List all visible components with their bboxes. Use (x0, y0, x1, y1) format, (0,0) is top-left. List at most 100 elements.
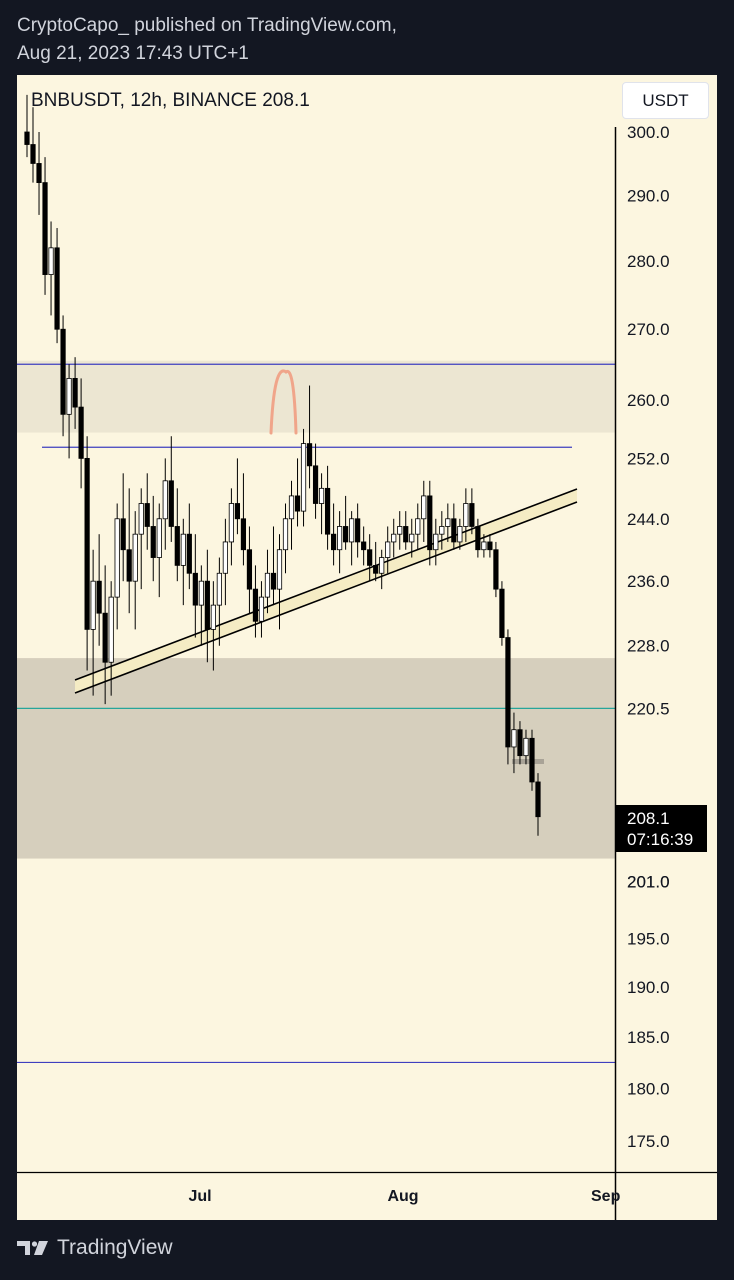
candle-body (535, 781, 541, 818)
candle-body (355, 518, 361, 543)
candle-body (210, 604, 216, 630)
candle-body (306, 443, 313, 467)
top-arc-marker[interactable] (269, 369, 298, 435)
candle-body (288, 495, 295, 520)
y-tick-label: 201.0 (627, 873, 670, 892)
candle-body (264, 572, 271, 598)
currency-button[interactable]: USDT (622, 82, 709, 119)
candle-body (30, 144, 36, 164)
publish-date: Aug 21, 2023 17:43 UTC+1 (17, 43, 249, 64)
candle-body (252, 588, 259, 622)
candle-body (505, 637, 511, 748)
candle-body (258, 596, 265, 622)
x-tick-label: Aug (387, 1188, 418, 1205)
candle-body (421, 495, 427, 520)
y-tick-label: 290.0 (627, 186, 670, 205)
candle-body (270, 572, 277, 590)
y-tick-label: 260.0 (627, 391, 670, 410)
candle-body (373, 564, 379, 574)
candle-body (391, 533, 397, 543)
y-tick-label: 252.0 (627, 449, 670, 468)
candle-body (174, 526, 180, 566)
y-tick-label: 244.0 (627, 510, 670, 529)
candle-body (60, 328, 66, 415)
symbol-info: BNBUSDT, 12h, BINANCE 208.1 (31, 90, 310, 111)
candle-body (276, 549, 283, 590)
y-tick-label: 270.0 (627, 320, 670, 339)
y-tick-label: 236.0 (627, 572, 670, 591)
candle-body (451, 518, 457, 543)
y-tick-label: 190.0 (627, 978, 670, 997)
candle-body (204, 580, 210, 630)
candle-body (433, 533, 439, 551)
publish-header: CryptoCapo_ published on TradingView.com… (17, 12, 717, 68)
candle-body (397, 526, 403, 535)
candle-body (240, 518, 247, 551)
trendline-upper[interactable] (74, 488, 578, 681)
candle-body (517, 729, 523, 757)
y-tick-label: 175.0 (627, 1132, 670, 1151)
candle-body (162, 480, 168, 520)
candle-body (84, 457, 90, 630)
candle-body (156, 518, 162, 558)
candle-body (228, 503, 234, 543)
candle-body (54, 247, 60, 330)
candle-body (282, 518, 289, 551)
price-chart[interactable]: 300.0 290.0 280.0 270.0 260.0 252.0 244.0 236.0… (17, 75, 717, 1220)
candle-body (216, 572, 222, 606)
bar-countdown: 07:16:39 (627, 830, 694, 849)
candle-body (102, 612, 108, 663)
candle-body (120, 518, 126, 551)
candle-body (427, 495, 433, 551)
candle-body (511, 729, 517, 748)
footer: TradingView (17, 1236, 173, 1260)
candle-body (343, 526, 349, 543)
candle-body (499, 588, 505, 638)
candle-body (415, 518, 421, 535)
candle-body (144, 503, 150, 527)
last-price-value: 208.1 (627, 809, 670, 828)
candle-body (439, 526, 445, 535)
candle-body (90, 580, 96, 630)
candle-body (481, 541, 487, 551)
candle-body (379, 557, 385, 574)
trendline-lower[interactable] (74, 501, 578, 694)
candle-body (132, 533, 138, 582)
candle-body (367, 549, 373, 566)
candle-body (457, 526, 463, 543)
candle-body (300, 443, 307, 512)
y-tick-label: 180.0 (627, 1079, 670, 1098)
chart-panel[interactable]: 300.0 290.0 280.0 270.0 260.0 252.0 244.0 236.0… (17, 75, 717, 1220)
support-zone (17, 658, 615, 859)
candle-body (463, 503, 469, 527)
candle-body (312, 465, 319, 504)
footer-brand: TradingView (57, 1236, 173, 1259)
candle-body (234, 503, 241, 520)
candle-body (246, 549, 253, 590)
candle-body (385, 541, 391, 558)
candle-body (324, 487, 331, 535)
y-tick-label: 195.0 (627, 929, 670, 948)
candle-body (487, 541, 493, 551)
candle-body (138, 503, 144, 535)
candle-body (192, 572, 198, 606)
candle-body (66, 378, 72, 415)
candle-body (72, 378, 78, 408)
candle-body (198, 580, 204, 606)
candle-body (349, 518, 355, 543)
candle-body (222, 541, 228, 574)
level-marker (512, 759, 544, 764)
candle-body (126, 549, 132, 582)
publisher-line: CryptoCapo_ published on TradingView.com… (17, 15, 397, 36)
y-tick-label: 185.0 (627, 1028, 670, 1047)
candle-body (361, 541, 367, 551)
candle-body (42, 182, 48, 275)
candle-body (523, 737, 529, 757)
y-tick-label: 201.0 (627, 873, 670, 892)
x-tick-label: Sep (591, 1188, 621, 1205)
candle-body (475, 526, 481, 551)
candle-body (403, 526, 409, 543)
tradingview-logo-icon (17, 1241, 48, 1255)
candle-body (469, 503, 475, 527)
candle-body (78, 406, 84, 459)
